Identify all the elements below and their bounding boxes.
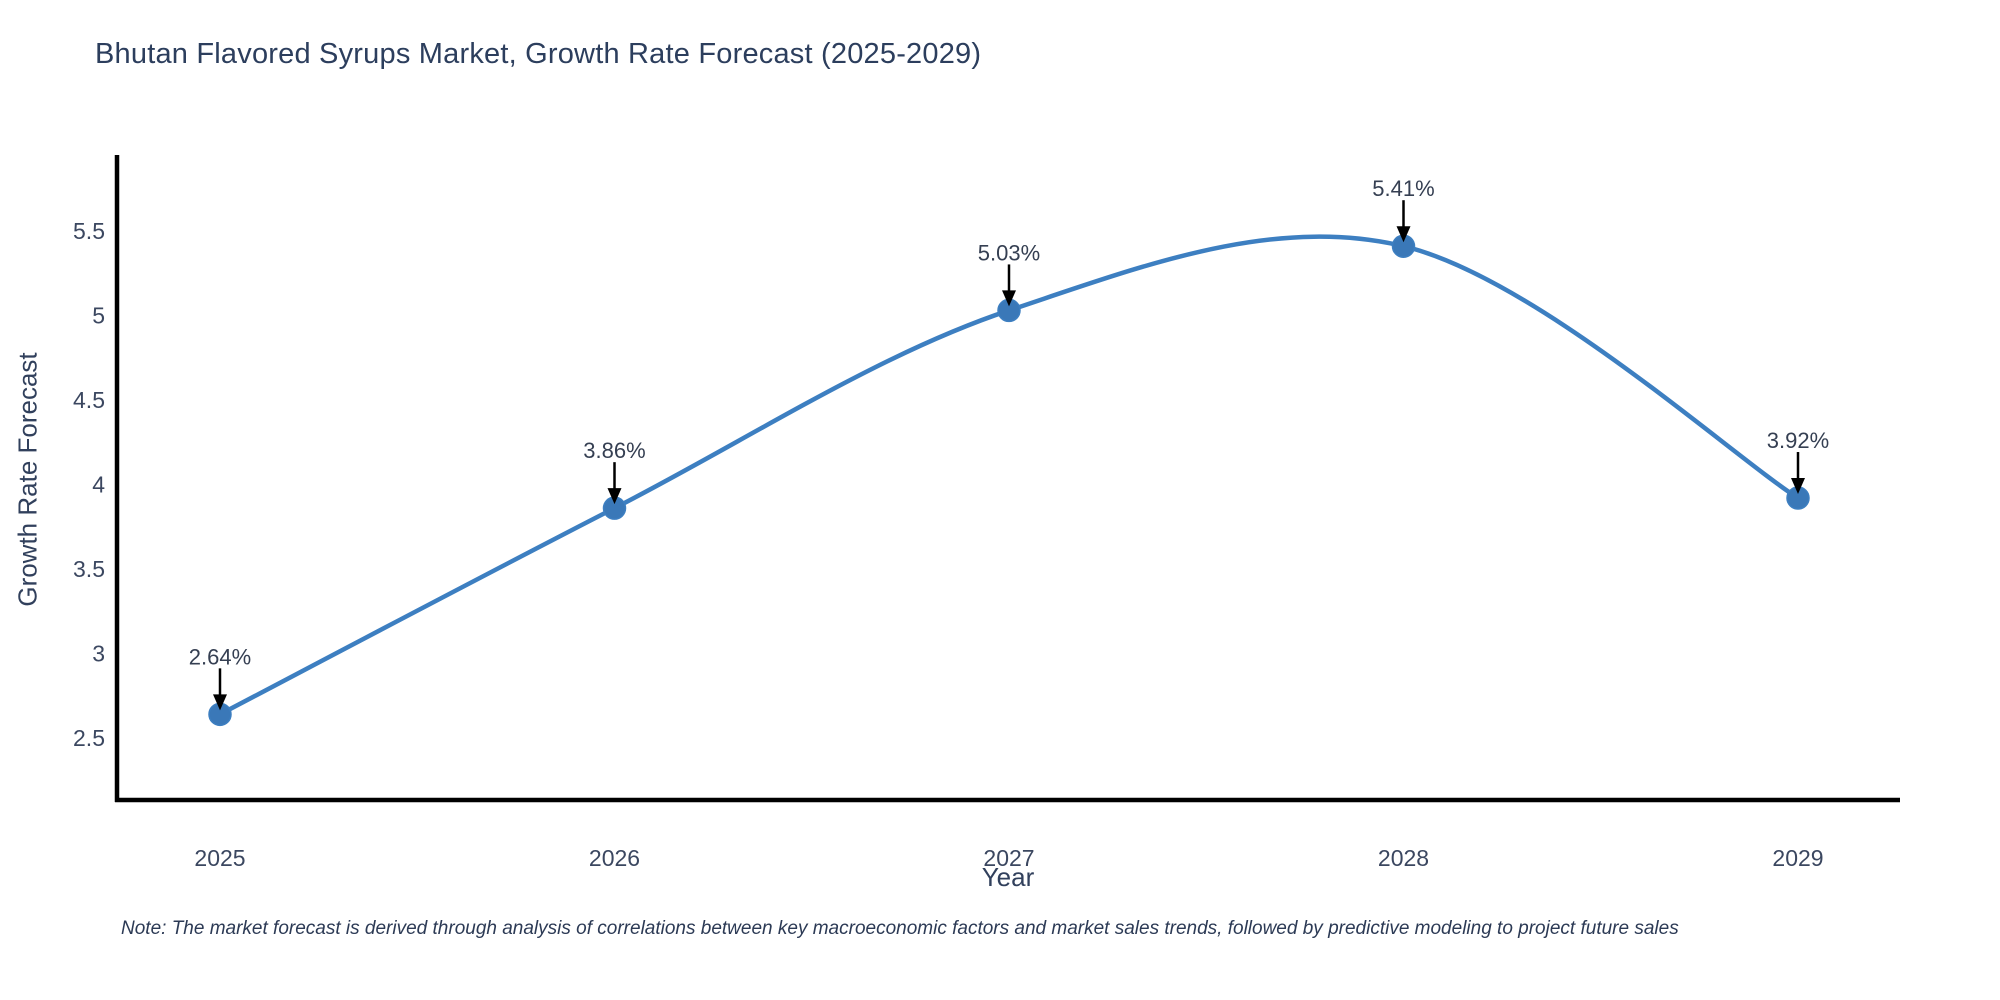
x-tick-label: 2027 <box>983 845 1034 871</box>
annotation-arrow-icon <box>1791 478 1805 495</box>
y-tick-label: 5 <box>92 303 105 329</box>
y-tick-label: 2.5 <box>73 725 105 751</box>
annotation-arrow-icon <box>1002 290 1016 307</box>
x-tick-label: 2025 <box>194 845 245 871</box>
y-tick-label: 5.5 <box>73 218 105 244</box>
point-value-label: 5.41% <box>1372 176 1434 201</box>
footnote: Note: The market forecast is derived thr… <box>121 918 1679 939</box>
x-tick-label: 2026 <box>589 845 640 871</box>
annotation-arrow-icon <box>607 488 622 505</box>
point-value-label: 2.64% <box>189 644 251 669</box>
y-axis-title: Growth Rate Forecast <box>12 352 43 607</box>
annotation-arrow-icon <box>213 694 227 711</box>
point-value-label: 3.92% <box>1767 428 1829 453</box>
point-value-label: 5.03% <box>978 240 1040 265</box>
y-tick-label: 3.5 <box>73 556 105 582</box>
x-axis-title: Year <box>981 862 1035 892</box>
y-tick-label: 4 <box>92 472 105 498</box>
x-tick-label: 2029 <box>1772 845 1823 871</box>
y-tick-label: 3 <box>92 641 105 667</box>
point-value-label: 3.86% <box>583 438 645 463</box>
page-title: Bhutan Flavored Syrups Market, Growth Ra… <box>95 38 982 70</box>
annotation-arrow-icon <box>1396 226 1411 243</box>
y-tick-label: 4.5 <box>73 387 105 413</box>
x-tick-label: 2028 <box>1378 845 1429 871</box>
